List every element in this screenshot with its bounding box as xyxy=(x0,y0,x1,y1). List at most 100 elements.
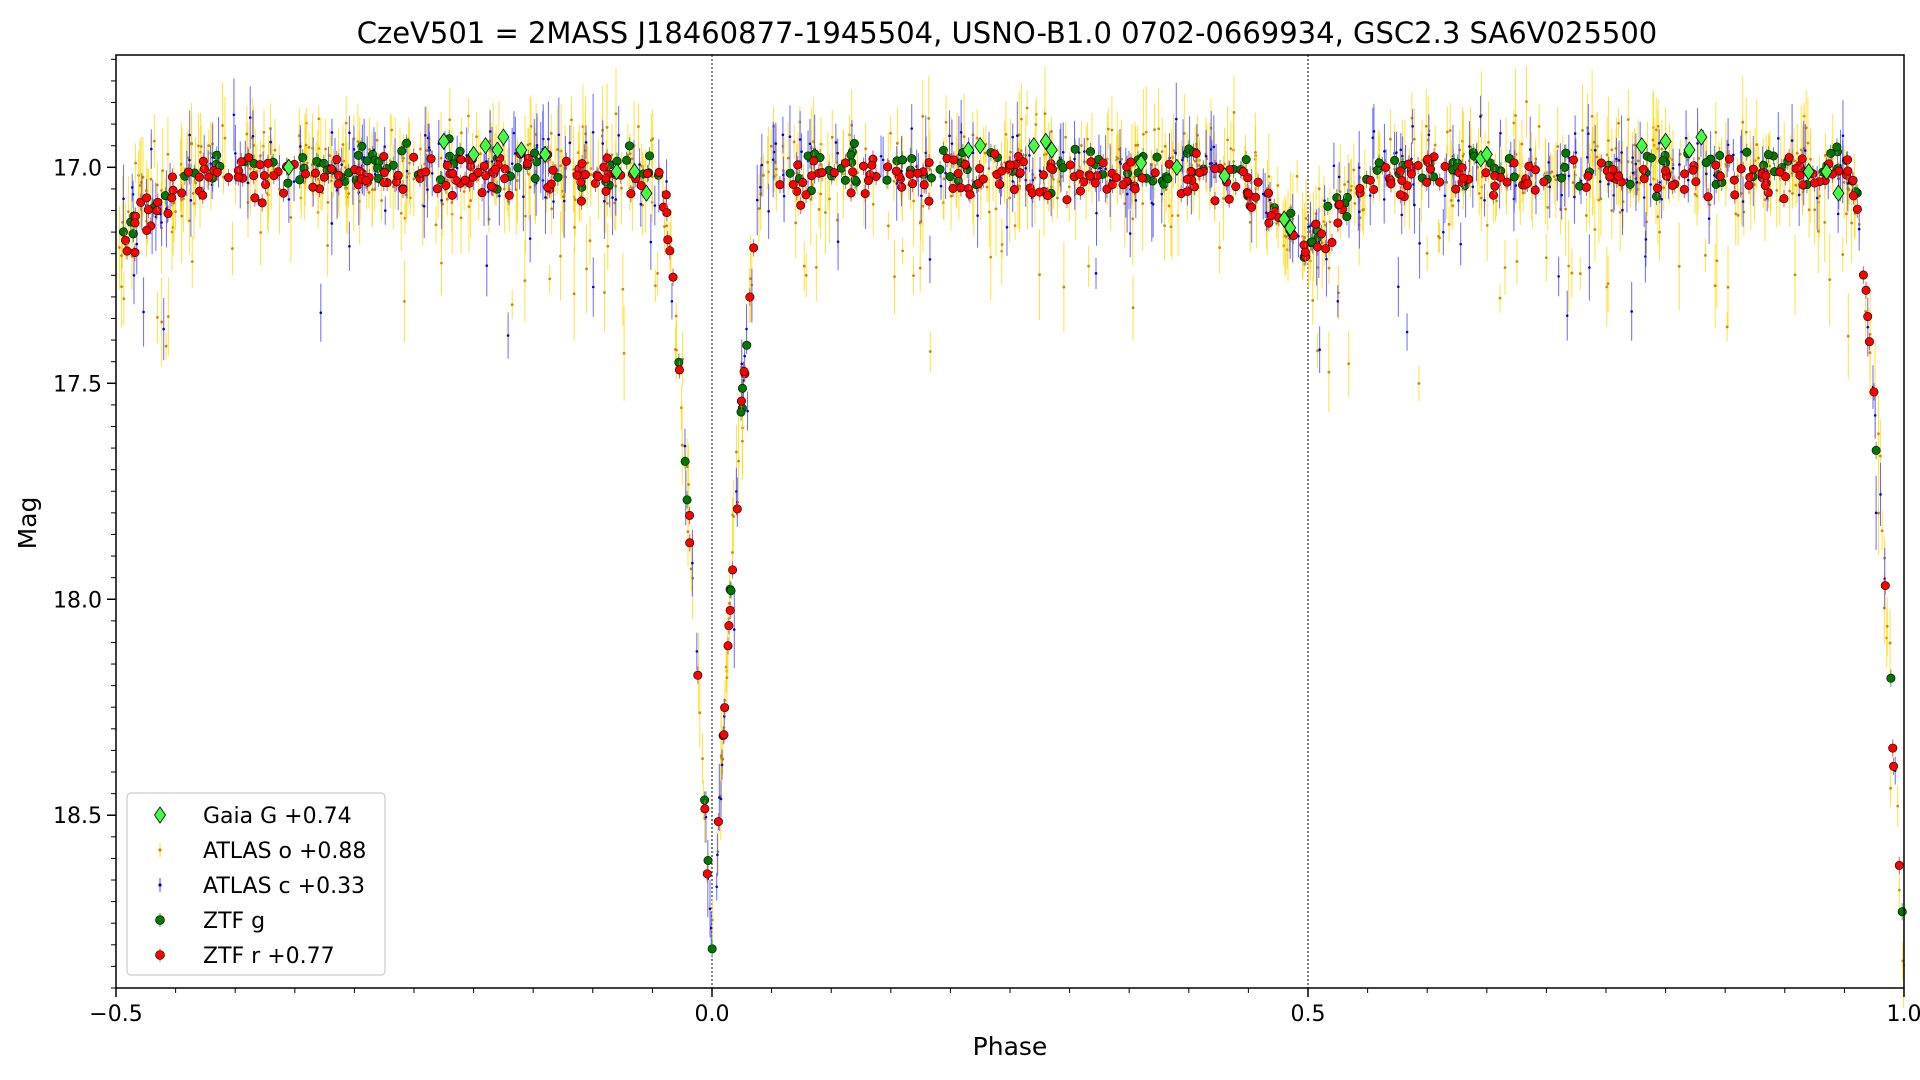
atlas-o-point xyxy=(1885,596,1889,656)
atlas-c-point xyxy=(910,104,914,153)
atlas-c-point xyxy=(510,127,514,200)
atlas-o-point xyxy=(572,126,576,213)
ztf-g-point xyxy=(1374,154,1384,172)
ztf-r-point xyxy=(1035,183,1045,201)
atlas-o-point xyxy=(766,135,770,190)
ztf-g-point xyxy=(295,171,305,189)
ztf-r-point xyxy=(1164,155,1174,173)
atlas-c-point xyxy=(1790,104,1794,178)
ztf-r-point xyxy=(1413,156,1423,175)
atlas-o-point xyxy=(686,496,690,567)
atlas-o-point xyxy=(1087,245,1091,287)
ztf-r-point xyxy=(1429,148,1439,166)
ztf-r-point xyxy=(1137,169,1147,187)
ztf-r-point xyxy=(1253,173,1263,191)
ztf-g-point xyxy=(312,152,322,171)
atlas-o-point xyxy=(614,67,618,160)
atlas-c-point xyxy=(1418,207,1421,279)
atlas-c-point xyxy=(1024,146,1028,191)
ztf-r-point xyxy=(1300,243,1310,261)
atlas-c-point xyxy=(189,163,193,237)
legend-label: ATLAS o +0.88 xyxy=(203,839,366,864)
atlas-c-point xyxy=(834,123,838,162)
atlas-o-point xyxy=(1000,230,1004,259)
gaia-g-point xyxy=(282,158,295,177)
atlas-o-point xyxy=(1317,165,1321,213)
y-axis-label: Mag xyxy=(13,497,42,550)
atlas-c-point xyxy=(383,196,387,225)
atlas-o-point xyxy=(347,179,351,208)
ztf-r-point xyxy=(1386,175,1396,193)
ztf-r-point xyxy=(1858,266,1868,284)
atlas-o-point xyxy=(1424,89,1428,164)
atlas-c-point xyxy=(788,105,792,169)
legend-item: ATLAS o +0.88 xyxy=(158,839,366,864)
ztf-r-point xyxy=(1251,188,1261,206)
ztf-g-point xyxy=(1701,154,1711,172)
atlas-o-point xyxy=(1633,127,1636,163)
atlas-o-point xyxy=(1437,219,1440,254)
ztf-r-point xyxy=(1231,177,1241,196)
atlas-c-point xyxy=(1083,137,1086,166)
ztf-r-point xyxy=(1864,332,1874,351)
atlas-c-point xyxy=(1588,234,1591,301)
gaia-g-point xyxy=(1832,184,1845,202)
ztf-r-point xyxy=(990,145,1000,163)
atlas-o-point xyxy=(1056,178,1059,219)
atlas-c-point xyxy=(1160,164,1164,224)
ztf-g-point xyxy=(622,151,632,169)
atlas-c-point xyxy=(1038,156,1042,185)
ztf-r-point xyxy=(460,171,470,189)
gaia-g-point xyxy=(1039,132,1052,151)
ztf-r-point xyxy=(848,163,858,181)
ztf-r-point xyxy=(1009,180,1019,199)
atlas-c-point xyxy=(1411,108,1414,144)
x-tick-label: −0.5 xyxy=(89,1002,142,1027)
ztf-r-point xyxy=(1568,151,1578,169)
ztf-r-point xyxy=(1355,179,1365,198)
atlas-c-point xyxy=(1336,285,1340,318)
atlas-o-point xyxy=(259,199,263,266)
ztf-g-point xyxy=(703,851,713,870)
atlas-o-point xyxy=(307,133,311,162)
atlas-o-point xyxy=(824,170,827,255)
ztf-r-point xyxy=(1313,238,1323,256)
atlas-o-point xyxy=(1897,869,1901,911)
ztf-r-point xyxy=(1524,157,1534,175)
atlas-c-point xyxy=(1499,119,1502,147)
ztf-r-point xyxy=(1075,165,1085,183)
atlas-o-point xyxy=(1254,128,1257,177)
ztf-r-point xyxy=(1086,153,1096,171)
atlas-o-point xyxy=(164,332,168,360)
atlas-o-point xyxy=(1807,182,1811,238)
atlas-o-point xyxy=(1595,113,1599,201)
ztf-r-point xyxy=(919,176,929,194)
atlas-c-point xyxy=(162,297,166,361)
ztf-g-point xyxy=(840,171,850,189)
ztf-g-point xyxy=(1561,144,1571,162)
ztf-r-point xyxy=(1639,170,1649,188)
atlas-o-point xyxy=(289,172,293,263)
atlas-c-point xyxy=(547,101,550,177)
atlas-o-point xyxy=(570,96,573,143)
ztf-r-point xyxy=(1402,177,1412,195)
atlas-o-point xyxy=(187,188,191,254)
ztf-r-point xyxy=(1581,178,1591,197)
atlas-o-point xyxy=(326,215,329,276)
ztf-r-point xyxy=(1691,173,1701,191)
ztf-r-point xyxy=(163,204,173,223)
atlas-c-point xyxy=(1815,166,1819,230)
atlas-o-point xyxy=(1276,166,1280,205)
gaia-g-point xyxy=(1802,162,1815,181)
ztf-r-point xyxy=(421,163,431,181)
atlas-o-point xyxy=(1714,102,1718,163)
atlas-o-point xyxy=(1169,197,1173,256)
ztf-g-point xyxy=(1742,143,1752,161)
atlas-o-point xyxy=(1052,149,1055,209)
ztf-r-point xyxy=(122,242,132,260)
ztf-r-point xyxy=(255,156,265,174)
ztf-r-point xyxy=(1869,383,1879,401)
atlas-o-point xyxy=(1025,90,1029,126)
atlas-o-point xyxy=(1888,609,1892,678)
ztf-r-point xyxy=(702,865,712,883)
